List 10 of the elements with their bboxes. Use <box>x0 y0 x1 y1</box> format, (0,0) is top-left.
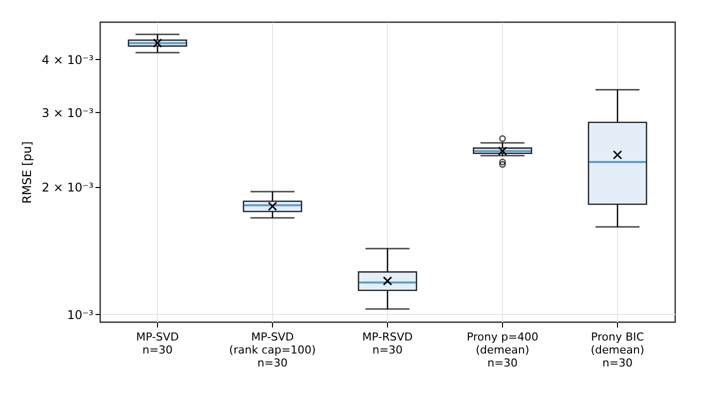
y-tick-label: 3 × 10⁻³ <box>42 106 94 120</box>
x-tick-label: Prony BIC (demean) n=30 <box>590 330 644 370</box>
x-tick-label: Prony p=400 (demean) n=30 <box>466 330 538 370</box>
x-tick-label: MP-SVD n=30 <box>136 330 179 356</box>
x-tick-label: MP-RSVD n=30 <box>362 330 413 356</box>
y-tick-label: 2 × 10⁻³ <box>42 180 94 194</box>
y-tick-label: 4 × 10⁻³ <box>42 52 94 67</box>
x-tick-label: MP-SVD (rank cap=100) n=30 <box>229 330 316 370</box>
y-axis-title: RMSE [pu] <box>20 141 34 204</box>
y-tick-label: 10⁻³ <box>67 308 94 322</box>
